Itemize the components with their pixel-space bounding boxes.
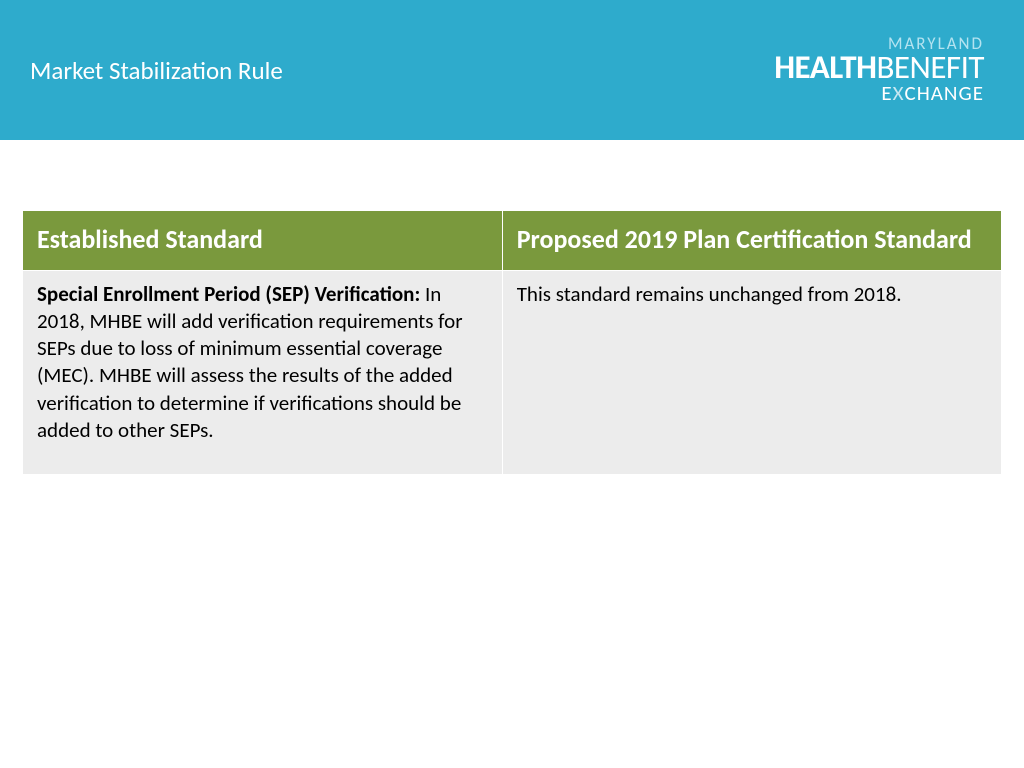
cell-established-lead: Special Enrollment Period (SEP) Verifica… — [37, 281, 420, 307]
slide-header: Market Stabilization Rule MARYLAND HEALT… — [0, 0, 1024, 140]
logo-e: E — [881, 80, 892, 106]
slide-body: Established Standard Proposed 2019 Plan … — [0, 140, 1024, 475]
logo-word-health: HEALTH — [774, 47, 876, 87]
page-title: Market Stabilization Rule — [30, 55, 283, 86]
brand-logo: MARYLAND HEALTHBENEFIT EXCHANGE — [774, 36, 994, 103]
cell-established: Special Enrollment Period (SEP) Verifica… — [23, 270, 503, 475]
table-row: Special Enrollment Period (SEP) Verifica… — [23, 270, 1002, 475]
logo-x: X — [893, 80, 905, 106]
standards-table: Established Standard Proposed 2019 Plan … — [22, 210, 1002, 475]
table-header-proposed: Proposed 2019 Plan Certification Standar… — [502, 211, 1001, 271]
table-header-established: Established Standard — [23, 211, 503, 271]
logo-change: CHANGE — [905, 80, 985, 106]
cell-proposed: This standard remains unchanged from 201… — [502, 270, 1001, 475]
